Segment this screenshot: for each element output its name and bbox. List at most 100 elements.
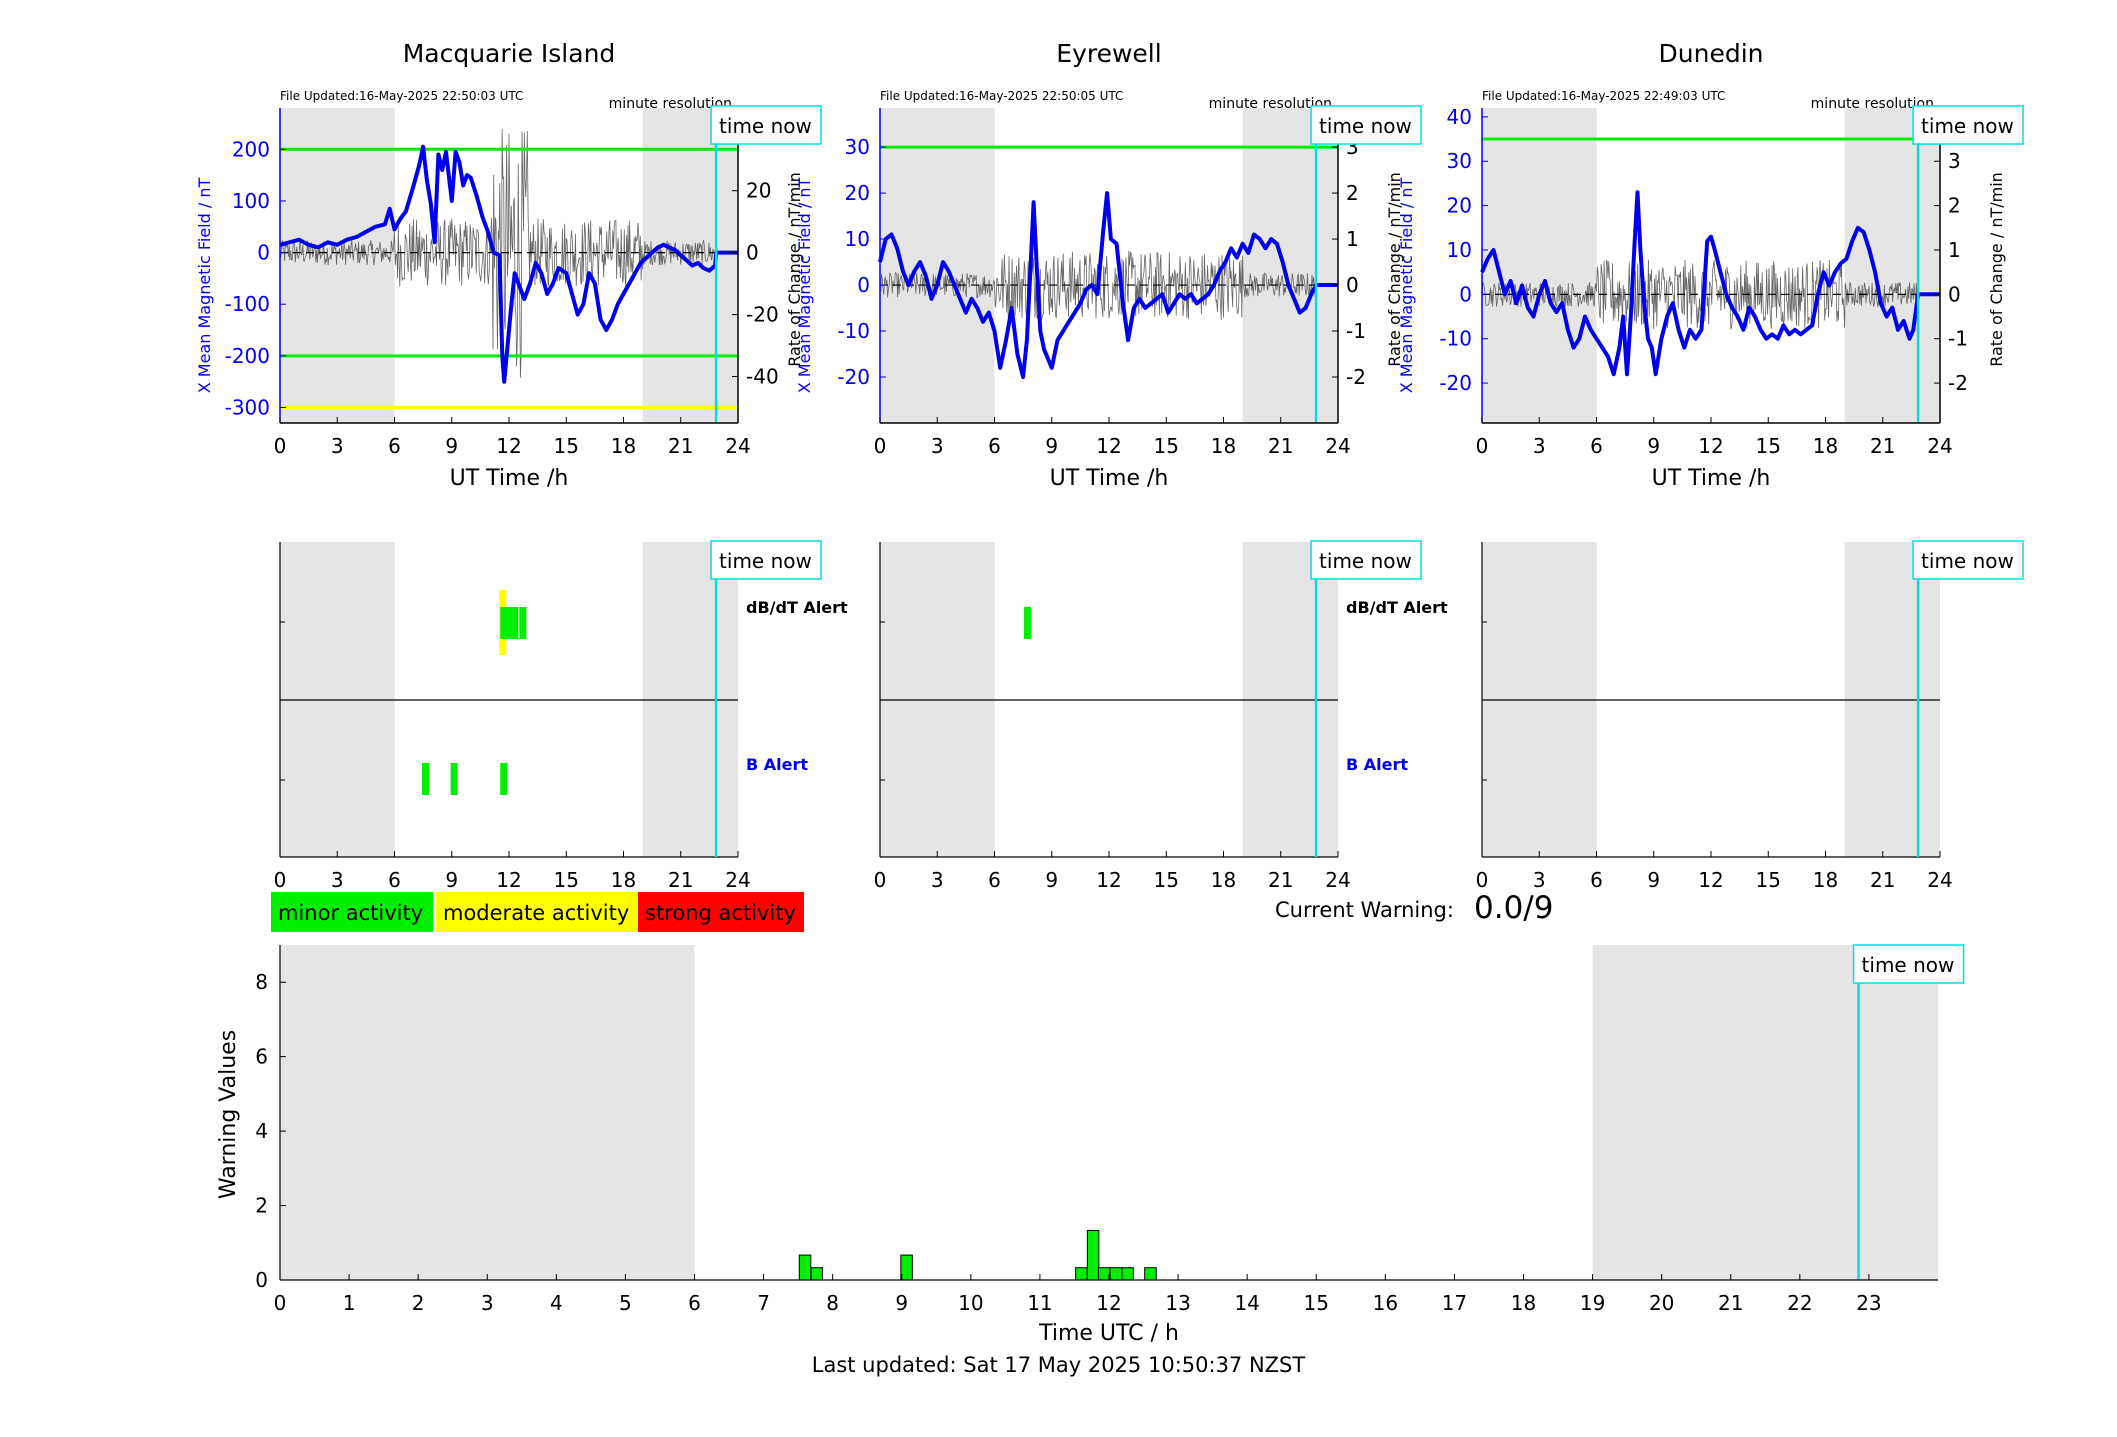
x-tick-label: 2: [412, 1291, 425, 1315]
alert-mark-dbdt: [519, 607, 527, 639]
x-tick-label: 18: [611, 434, 636, 458]
left-tick-label: 20: [1447, 194, 1472, 218]
legend-strong-label: strong activity: [645, 901, 796, 925]
alert-mark-b: [422, 763, 430, 795]
x-tick-label: 24: [725, 434, 750, 458]
x-tick-label: 12: [1096, 868, 1121, 892]
x-tick-label: 6: [688, 1291, 701, 1315]
x-tick-label: 21: [1268, 868, 1293, 892]
y-tick-label: 0: [255, 1268, 268, 1292]
time-now-box: [1852, 944, 1965, 984]
x-tick-label: 3: [931, 434, 944, 458]
left-axis-label: X Mean Magnetic Field / nT: [1397, 178, 1416, 394]
x-tick-label: 16: [1373, 1291, 1398, 1315]
left-tick-label: -10: [1439, 327, 1472, 351]
x-axis-label: UT Time /h: [1050, 466, 1169, 491]
x-tick-label: 3: [331, 434, 344, 458]
x-tick-label: 7: [757, 1291, 770, 1315]
right-tick-label: 2: [1948, 194, 1961, 218]
y-tick-label: 2: [255, 1194, 268, 1218]
time-now-label: time now: [1319, 549, 1412, 573]
b-alert-label: B Alert: [746, 755, 808, 774]
time-now-label: time now: [1319, 114, 1412, 138]
left-axis-label: X Mean Magnetic Field / nT: [195, 178, 214, 394]
x-tick-label: 12: [1698, 434, 1723, 458]
night-band: [880, 108, 995, 423]
warning-bar: [1075, 1267, 1088, 1281]
time-now-label: time now: [719, 114, 812, 138]
x-tick-label: 13: [1165, 1291, 1190, 1315]
x-tick-label: 9: [1045, 434, 1058, 458]
x-tick-label: 0: [274, 1291, 287, 1315]
right-tick-label: -40: [746, 365, 779, 389]
x-tick-label: 1: [343, 1291, 356, 1315]
warning-bar: [1109, 1267, 1123, 1281]
warning-bar: [900, 1254, 913, 1281]
right-tick-label: 0: [1346, 273, 1359, 297]
right-axis-label: Rate of Change / nT/min: [785, 172, 804, 367]
left-tick-label: 10: [1447, 238, 1472, 262]
time-now-label: time now: [719, 549, 812, 573]
x-axis-label: Time UTC / h: [1038, 1321, 1179, 1346]
time-now-box: [710, 540, 822, 580]
time-now-box: [1310, 105, 1422, 145]
time-now-box: [1310, 540, 1422, 580]
x-tick-label: 0: [1476, 434, 1489, 458]
warning-bar: [798, 1254, 812, 1281]
x-tick-label: 19: [1580, 1291, 1605, 1315]
night-band: [280, 945, 695, 1280]
right-tick-label: -2: [1346, 365, 1366, 389]
x-tick-label: 21: [1870, 434, 1895, 458]
x-tick-label: 11: [1027, 1291, 1052, 1315]
alert-mark-dbdt: [504, 607, 512, 639]
legend-moderate-label: moderate activity: [443, 901, 629, 925]
magnetic-field-line: [279, 144, 738, 384]
station-title: Dunedin: [1659, 39, 1764, 68]
x-tick-label: 21: [1870, 868, 1895, 892]
left-tick-label: -200: [225, 344, 270, 368]
x-tick-label: 9: [445, 868, 458, 892]
x-tick-label: 6: [388, 434, 401, 458]
activity-legend: minor activity moderate activity strong ac…: [271, 892, 804, 932]
left-tick-label: 30: [845, 135, 870, 159]
x-tick-label: 8: [826, 1291, 839, 1315]
x-tick-label: 12: [1096, 1291, 1121, 1315]
y-tick-label: 8: [255, 970, 268, 994]
night-band: [1592, 945, 1938, 1280]
x-tick-label: 24: [1927, 868, 1952, 892]
x-tick-label: 12: [1096, 434, 1121, 458]
file-updated-text: File Updated:16-May-2025 22:50:05 UTC: [880, 89, 1123, 103]
x-tick-label: 24: [725, 868, 750, 892]
right-tick-label: -2: [1948, 371, 1968, 395]
x-tick-label: 18: [611, 868, 636, 892]
night-band: [1242, 108, 1338, 423]
right-tick-label: -1: [1948, 327, 1968, 351]
x-tick-label: 6: [988, 434, 1001, 458]
x-tick-label: 24: [1325, 868, 1350, 892]
y-tick-label: 6: [255, 1045, 268, 1069]
x-tick-label: 20: [1649, 1291, 1674, 1315]
time-now-label: time now: [1921, 114, 2014, 138]
x-tick-label: 14: [1234, 1291, 1259, 1315]
legend-moderate-swatch: [436, 892, 638, 932]
dbdt-alert-label: dB/dT Alert: [1346, 598, 1448, 617]
last-updated-text: Last updated: Sat 17 May 2025 10:50:37 N…: [811, 1353, 1306, 1377]
right-tick-label: 3: [1948, 149, 1961, 173]
warning-bar: [1144, 1267, 1157, 1281]
x-tick-label: 15: [1154, 434, 1179, 458]
right-tick-label: 0: [746, 241, 759, 265]
night-band: [1482, 108, 1597, 423]
right-tick-label: 0: [1948, 282, 1961, 306]
x-tick-label: 18: [1211, 868, 1236, 892]
x-axis-label: UT Time /h: [450, 466, 569, 491]
left-tick-label: 40: [1447, 105, 1472, 129]
x-tick-label: 15: [1756, 434, 1781, 458]
x-tick-label: 0: [874, 868, 887, 892]
x-tick-label: 3: [931, 868, 944, 892]
left-tick-label: 100: [232, 189, 270, 213]
x-tick-label: 24: [1927, 434, 1952, 458]
station-title: Eyrewell: [1056, 39, 1161, 68]
x-tick-label: 3: [1533, 868, 1546, 892]
x-tick-label: 15: [1154, 868, 1179, 892]
